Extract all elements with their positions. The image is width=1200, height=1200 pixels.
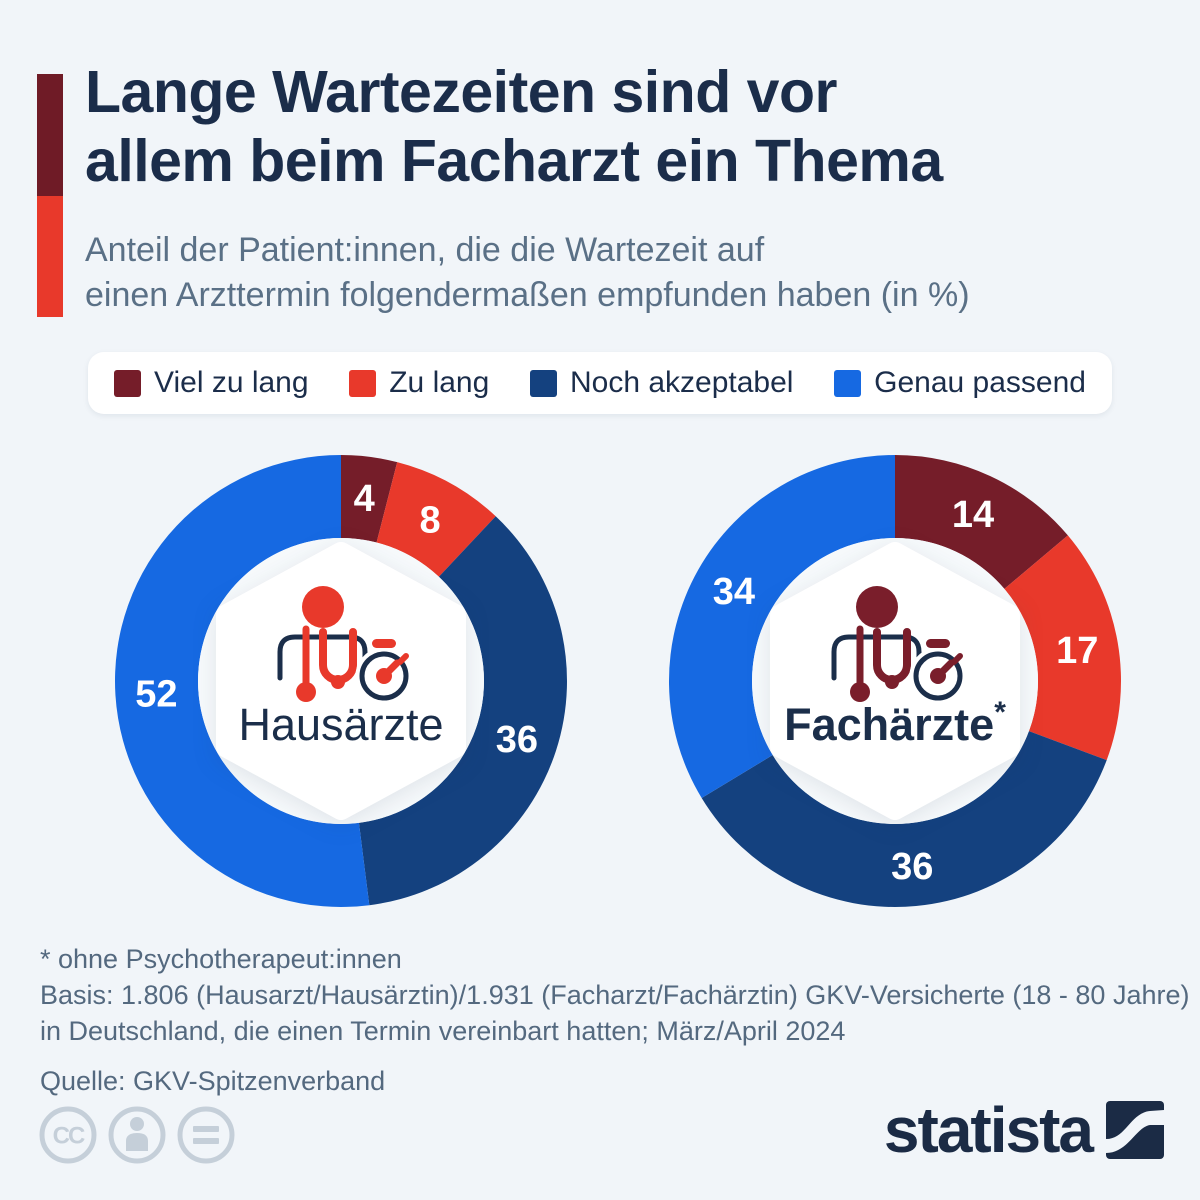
segment-value-label: 4 <box>354 478 375 520</box>
donut-segment-zu-lang <box>1004 535 1121 761</box>
segment-value-label: 36 <box>891 846 933 888</box>
title-line-2: allem beim Facharzt ein Thema <box>85 128 943 194</box>
footnote-basis-line2: in Deutschland, die einen Termin vereinb… <box>40 1016 846 1046</box>
page-title: Lange Wartezeiten sind vor allem beim Fac… <box>85 58 943 196</box>
subtitle-line-1: Anteil der Patient:innen, die die Wartez… <box>85 231 765 269</box>
segment-value-label: 36 <box>496 719 538 761</box>
statista-logo-icon <box>1106 1101 1164 1159</box>
legend-item: Zu lang <box>349 366 489 400</box>
no-derivatives-icon <box>177 1106 235 1164</box>
donut-chart-hausaerzte: 4 8 36 52 Hausärzte <box>114 455 567 907</box>
footnote-asterisk: * ohne Psychotherapeut:innen <box>40 944 402 974</box>
subtitle-line-2: einen Arzttermin folgendermaßen empfunde… <box>85 276 970 314</box>
license-icons: CC <box>39 1106 235 1164</box>
legend-swatch-icon <box>349 369 377 397</box>
donut-segment-genau-passend <box>669 455 895 799</box>
statista-wordmark: statista <box>883 1094 1094 1166</box>
segment-value-label: 52 <box>135 673 177 715</box>
donut-title: Fachärzte* <box>784 696 1006 750</box>
segment-value-label: 14 <box>952 494 994 536</box>
legend-label: Noch akzeptabel <box>569 366 794 399</box>
attribution-icon <box>108 1106 166 1164</box>
donut-segment-zu-lang <box>376 462 496 577</box>
segment-value-label: 8 <box>420 500 441 542</box>
donut-segment-noch-akzeptabel <box>358 516 567 906</box>
donut-segment-viel-zu-lang <box>895 455 1068 589</box>
subtitle: Anteil der Patient:innen, die die Wartez… <box>85 228 970 318</box>
donut-segment-noch-akzeptabel <box>701 731 1107 908</box>
legend-label: Zu lang <box>389 366 490 399</box>
legend-item: Viel zu lang <box>114 366 309 400</box>
donut-segment-viel-zu-lang <box>341 455 398 543</box>
source-note: Quelle: GKV-Spitzenverband <box>40 1066 386 1096</box>
legend-swatch-icon <box>529 369 557 397</box>
legend-label: Viel zu lang <box>154 366 309 399</box>
legend-item: Genau passend <box>834 366 1086 400</box>
segment-value-label: 17 <box>1056 630 1098 672</box>
segment-value-label: 34 <box>713 571 755 613</box>
legend: Viel zu lang Zu lang Noch akzeptabel Genau … <box>88 352 1112 414</box>
footnotes: * ohne Psychotherapeut:innen Basis: 1.80… <box>40 941 1189 1099</box>
donut-segment-genau-passend <box>114 455 370 907</box>
donut-chart-fachaerzte: 14 17 36 34 Fachärzte* <box>669 455 1121 908</box>
legend-item: Noch akzeptabel <box>529 366 794 400</box>
footnote-basis-line1: Basis: 1.806 (Hausarzt/Hausärztin)/1.931… <box>40 980 1190 1010</box>
svg-text:CC: CC <box>53 1123 85 1150</box>
donut-title: Hausärzte <box>238 699 443 750</box>
legend-label: Genau passend <box>874 366 1086 399</box>
doctor-with-stopwatch-icon <box>277 586 413 705</box>
creative-commons-icon: CC <box>39 1106 97 1164</box>
title-accent-top <box>37 74 63 196</box>
title-accent-bar <box>37 74 63 317</box>
title-line-1: Lange Wartezeiten sind vor <box>85 59 837 125</box>
brand-block: statista <box>884 1098 1164 1162</box>
doctor-with-stopwatch-icon <box>831 586 967 705</box>
legend-swatch-icon <box>834 369 862 397</box>
title-accent-bottom <box>37 195 63 317</box>
legend-swatch-icon <box>114 369 141 397</box>
